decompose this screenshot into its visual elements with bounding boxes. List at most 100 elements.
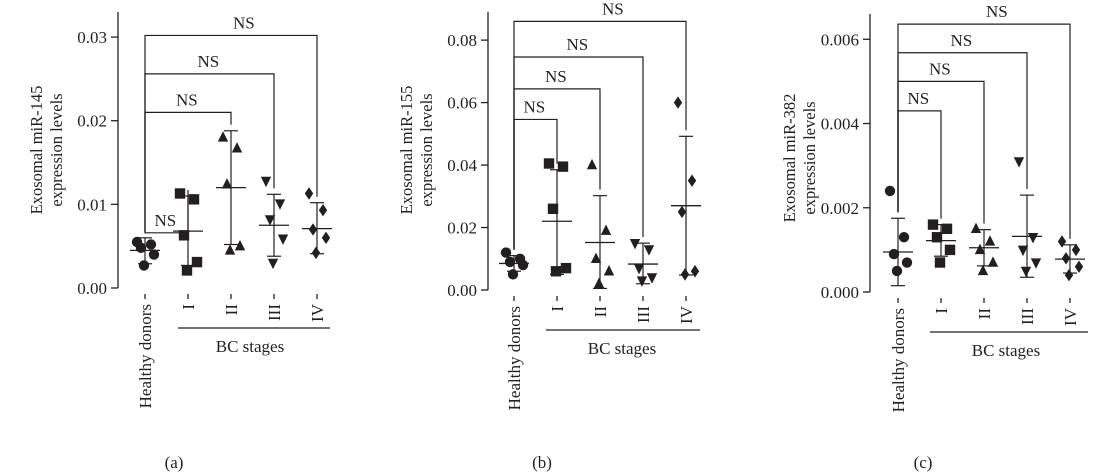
data-point [174, 188, 186, 199]
data-point [944, 244, 956, 256]
x-tick-label: III [265, 304, 284, 321]
data-point [941, 223, 953, 235]
data-point [145, 239, 157, 250]
data-point [987, 256, 999, 267]
significance-bracket: NS [897, 31, 1028, 213]
panel-label: (c) [914, 453, 933, 472]
bracket-label: NS [567, 35, 589, 54]
x-tick-label: Healthy donors [136, 304, 155, 408]
data-point [148, 249, 160, 260]
bracket-label: NS [951, 31, 973, 50]
y-axis-label: Exosomal miR-145expression levels [27, 86, 66, 215]
group-4 [1012, 157, 1042, 278]
group-3 [585, 158, 615, 290]
data-point [260, 176, 272, 188]
y-tick-label: 0.02 [447, 219, 477, 238]
bracket-label: NS [929, 59, 951, 78]
group-3 [969, 222, 999, 276]
bracket-label: NS [233, 13, 255, 32]
group-1 [883, 185, 913, 287]
data-point [135, 242, 147, 254]
data-point [888, 248, 900, 260]
group-5 [302, 187, 332, 260]
bracket-label: NS [986, 2, 1008, 21]
group-3 [216, 130, 246, 255]
x-tick-label: III [1018, 308, 1037, 325]
group-2 [926, 219, 956, 268]
bracket-label: NS [176, 90, 198, 109]
x-tick-label: Healthy donors [889, 308, 908, 412]
y-tick-label: 0.03 [77, 28, 107, 47]
data-point [550, 266, 562, 277]
data-point [970, 222, 982, 234]
significance-bracket: NS [144, 52, 275, 232]
data-point [321, 231, 331, 245]
data-point [884, 185, 896, 197]
data-point [680, 268, 690, 281]
data-point [560, 262, 572, 274]
x-tick-label: III [634, 306, 653, 323]
group-1 [130, 236, 160, 271]
data-point [221, 178, 233, 189]
data-point [1017, 245, 1029, 257]
data-point [898, 232, 910, 243]
y-tick-label: 0.06 [447, 94, 477, 113]
data-point [690, 265, 700, 278]
data-point [264, 215, 276, 226]
data-point [1030, 258, 1042, 269]
data-point [677, 205, 687, 219]
y-axis-label: Exosomal miR-382expression levels [780, 94, 819, 223]
data-point [891, 265, 903, 277]
data-point [1071, 243, 1081, 257]
data-point [600, 224, 612, 235]
y-tick-label: 0.004 [821, 115, 860, 134]
group-1 [499, 247, 529, 280]
bracket-label: NS [524, 97, 546, 116]
x-tick-label: IV [308, 303, 327, 322]
data-point [974, 243, 986, 255]
data-point [984, 235, 996, 246]
group-4 [628, 238, 658, 287]
data-point [1061, 252, 1071, 265]
group-4 [259, 176, 289, 270]
data-point [901, 257, 913, 268]
group-2 [542, 158, 572, 277]
data-point [188, 194, 200, 205]
bracket-label: NS [545, 67, 567, 86]
panel-label: (a) [165, 453, 184, 472]
data-point [934, 257, 946, 268]
data-point [547, 203, 559, 214]
data-point [224, 244, 236, 255]
y-tick-label: 0.000 [821, 283, 859, 302]
y-tick-label: 0.00 [447, 281, 477, 300]
group-label: BC stages [216, 337, 284, 356]
data-point [181, 265, 193, 276]
significance-bracket: NS [513, 35, 644, 250]
data-point [274, 199, 286, 210]
x-tick-label: II [591, 306, 610, 318]
bracket-label: NS [155, 211, 177, 230]
x-tick-label: I [932, 308, 951, 314]
data-point [504, 256, 516, 268]
group-5 [671, 96, 701, 281]
bracket-label: NS [198, 52, 220, 71]
significance-bracket: NS [897, 2, 1071, 239]
data-point [1057, 235, 1067, 248]
significance-bracket: NS [144, 13, 318, 232]
data-point [931, 232, 943, 243]
group-5 [1055, 235, 1085, 282]
data-point [593, 277, 605, 288]
data-point [234, 239, 246, 251]
x-tick-label: I [179, 304, 198, 310]
y-tick-label: 0.002 [821, 199, 859, 218]
data-point [318, 204, 328, 217]
data-point [304, 187, 314, 200]
data-point [517, 259, 529, 271]
data-point [636, 276, 648, 287]
data-point [1020, 266, 1032, 278]
chart-panel-2: 0.00 0.02 0.04 0.06 0.08 Exosomal miR-155expr… [397, 0, 701, 472]
chart-panel-3: 0.000 0.002 0.004 0.006 Exosomal miR-382expr… [780, 2, 1088, 472]
data-point [646, 273, 658, 284]
x-tick-label: IV [1061, 307, 1080, 326]
data-point [178, 230, 190, 241]
